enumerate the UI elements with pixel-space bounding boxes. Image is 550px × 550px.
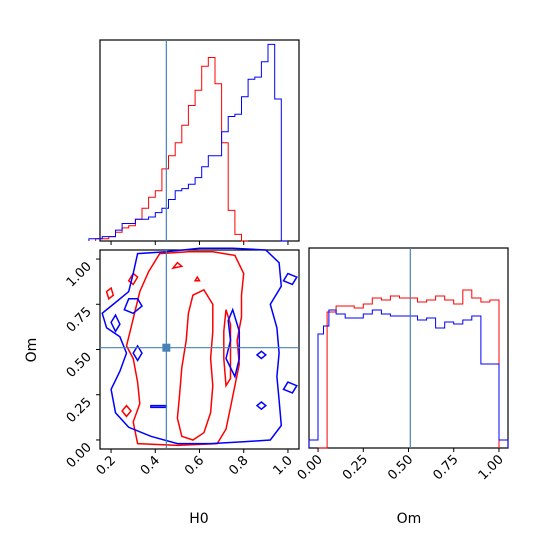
contour-blue-series <box>101 247 298 445</box>
contour-blue-level-6 <box>255 401 267 411</box>
hist-Om-tick-marks: 0.00 0.25 0.50 0.75 1.00 <box>295 448 507 483</box>
contour-red-level-2 <box>223 309 232 389</box>
contour-blue-level-5 <box>255 350 267 360</box>
y-tick-label-Om: 0.50 <box>64 350 95 381</box>
y-axis-label-Om: Om <box>24 338 40 363</box>
contour-red-level-6 <box>121 404 132 418</box>
contour-red-level-5 <box>193 275 201 282</box>
y-tick-label-Om: 0.75 <box>64 304 95 335</box>
hist-H0-series-group <box>88 43 288 242</box>
contour-blue-level-9 <box>282 381 298 394</box>
hist-H0-blue-line <box>88 43 288 242</box>
x-tick-label-Om: 1.00 <box>476 452 507 483</box>
hist-Om-series-group <box>308 289 509 449</box>
x-tick-label-H0: 0.6 <box>182 453 207 478</box>
contour-truth-marker <box>100 250 299 449</box>
hist-H0-red-line <box>95 57 249 242</box>
x-tick-label-H0: 1.0 <box>271 453 296 478</box>
x-tick-label-Om: 0.00 <box>295 452 326 483</box>
hist-Om-panel: 0.00 0.25 0.50 0.75 1.00 <box>295 247 509 483</box>
contour-H0-Om-panel: 0.2 0.4 0.6 0.8 1.0 0.00 0.25 0.50 0.75 1.00 <box>64 247 300 478</box>
contour-blue-level-1 <box>110 313 121 333</box>
hist-Om-blue-line <box>308 309 509 448</box>
hist-H0-frame <box>99 39 300 242</box>
contour-blue-level-2 <box>132 344 143 362</box>
contour-blue-level-4 <box>225 307 241 379</box>
x-tick-label-Om: 0.25 <box>340 452 371 483</box>
contour-red-series <box>105 251 245 447</box>
x-axis-label-H0: H0 <box>189 511 208 527</box>
contour-blue-level-7 <box>150 404 168 409</box>
contour-red-level-7 <box>171 261 184 270</box>
contour-blue-level-3 <box>123 298 143 315</box>
hist-Om-red-line <box>318 289 500 449</box>
contour-truth-point <box>162 343 171 352</box>
hist-H0-panel <box>88 39 300 245</box>
x-tick-label-H0: 0.8 <box>226 453 251 478</box>
contour-red-level-4 <box>127 272 139 286</box>
contour-red-level-3 <box>105 286 115 301</box>
y-tick-label-Om: 0.00 <box>64 440 95 471</box>
x-tick-label-Om: 0.50 <box>385 452 416 483</box>
hist-Om-frame <box>308 247 509 449</box>
y-tick-label-Om: 1.00 <box>64 259 95 290</box>
x-tick-label-H0: 0.4 <box>138 453 163 478</box>
y-tick-label-Om: 0.25 <box>64 395 95 426</box>
x-tick-label-H0: 0.2 <box>94 453 119 478</box>
contour-red-level-0 <box>125 251 245 447</box>
contour-red-level-1 <box>176 288 214 441</box>
contour-blue-level-0 <box>101 247 283 445</box>
x-axis-label-Om: Om <box>397 511 422 527</box>
contour-blue-level-8 <box>282 272 298 286</box>
x-tick-label-Om: 0.75 <box>430 452 461 483</box>
hist-H0-tick-marks <box>110 241 289 245</box>
